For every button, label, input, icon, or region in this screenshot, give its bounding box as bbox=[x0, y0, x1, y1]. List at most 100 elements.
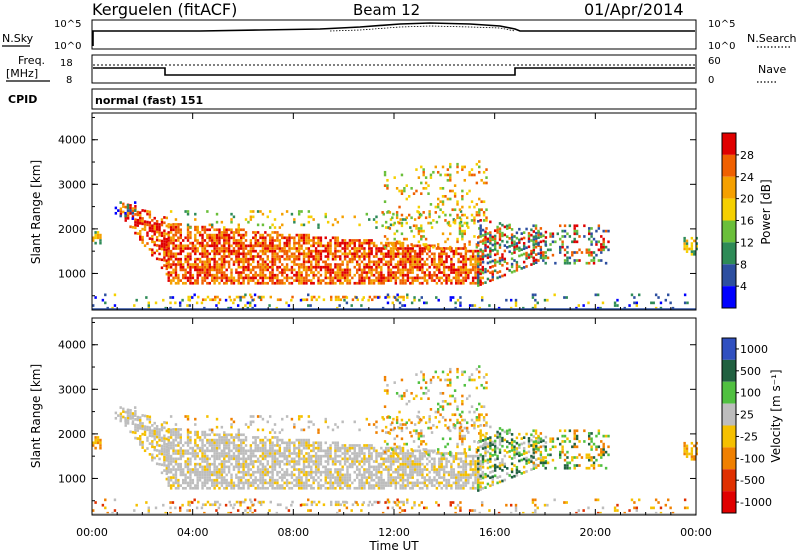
echo-cell bbox=[146, 428, 149, 432]
echo-cell bbox=[387, 241, 390, 245]
echo-cell bbox=[155, 228, 159, 231]
echo-cell bbox=[546, 256, 550, 260]
echo-cell bbox=[450, 486, 453, 490]
echo-cell bbox=[539, 232, 543, 236]
echo-cell bbox=[336, 273, 340, 277]
echo-cell bbox=[434, 416, 437, 419]
echo-cell bbox=[380, 476, 383, 479]
echo-cell bbox=[153, 230, 156, 233]
echo-cell bbox=[177, 468, 180, 471]
echo-cell bbox=[174, 436, 178, 439]
echo-cell bbox=[474, 473, 477, 477]
echo-cell bbox=[351, 252, 354, 256]
echo-cell bbox=[203, 263, 207, 266]
echo-cell bbox=[348, 244, 352, 248]
echo-cell bbox=[227, 265, 231, 269]
echo-cell bbox=[592, 256, 596, 260]
echo-cell bbox=[276, 298, 280, 302]
echo-cell bbox=[389, 484, 393, 487]
echo-cell bbox=[587, 248, 591, 252]
echo-cell bbox=[194, 225, 197, 229]
echo-cell bbox=[163, 237, 166, 241]
echo-cell bbox=[386, 391, 389, 395]
echo-cell bbox=[266, 255, 269, 258]
echo-cell bbox=[146, 220, 149, 224]
echo-cell bbox=[331, 484, 335, 487]
echo-cell bbox=[450, 265, 453, 269]
echo-cell bbox=[220, 257, 224, 261]
echo-cell bbox=[172, 468, 175, 471]
echo-cell bbox=[422, 434, 425, 438]
echo-cell bbox=[428, 417, 431, 421]
echo-cell bbox=[273, 465, 277, 469]
echo-cell bbox=[174, 265, 178, 269]
echo-cell bbox=[461, 197, 464, 201]
echo-cell bbox=[482, 200, 486, 204]
echo-cell bbox=[92, 236, 95, 240]
power-ylabel: Slant Range [km] bbox=[29, 160, 43, 264]
echo-cell bbox=[421, 486, 424, 490]
echo-cell bbox=[160, 463, 164, 467]
echo-cell bbox=[122, 407, 125, 411]
echo-cell bbox=[597, 227, 601, 230]
echo-cell bbox=[476, 454, 480, 458]
echo-cell bbox=[420, 442, 423, 446]
echo-cell bbox=[416, 273, 419, 277]
echo-cell bbox=[489, 249, 492, 253]
echo-cell bbox=[329, 271, 332, 274]
echo-cell bbox=[281, 268, 284, 272]
echo-cell bbox=[242, 468, 245, 471]
echo-cell bbox=[215, 457, 219, 461]
echo-cell bbox=[427, 192, 430, 196]
echo-cell bbox=[405, 216, 408, 220]
echo-cell bbox=[334, 265, 337, 269]
echo-cell bbox=[387, 276, 390, 280]
echo-cell bbox=[271, 271, 274, 274]
echo-cell bbox=[218, 446, 221, 450]
echo-cell bbox=[446, 373, 450, 376]
echo-cell bbox=[160, 452, 164, 456]
echo-cell bbox=[394, 255, 398, 258]
echo-cell bbox=[259, 265, 262, 269]
echo-cell bbox=[436, 408, 440, 411]
echo-cell bbox=[382, 449, 385, 453]
echo-cell bbox=[92, 304, 95, 307]
echo-cell bbox=[334, 486, 337, 490]
echo-cell bbox=[334, 478, 337, 482]
echo-cell bbox=[433, 260, 436, 264]
echo-cell bbox=[582, 304, 585, 307]
echo-cell bbox=[146, 439, 149, 442]
echo-cell bbox=[409, 454, 412, 458]
echo-cell bbox=[401, 252, 405, 256]
echo-cell bbox=[458, 229, 462, 233]
echo-cell bbox=[220, 452, 224, 455]
echo-cell bbox=[387, 468, 390, 471]
echo-cell bbox=[307, 239, 311, 242]
echo-cell bbox=[400, 394, 404, 398]
echo-cell bbox=[510, 238, 514, 242]
echo-cell bbox=[380, 241, 383, 245]
echo-cell bbox=[353, 478, 356, 482]
echo-cell bbox=[346, 281, 349, 285]
echo-cell bbox=[259, 268, 262, 272]
echo-cell bbox=[271, 247, 274, 250]
echo-cell bbox=[329, 476, 332, 479]
echo-cell bbox=[203, 265, 207, 269]
echo-cell bbox=[527, 240, 531, 243]
echo-cell bbox=[413, 454, 417, 458]
echo-cell bbox=[326, 468, 330, 471]
echo-cell bbox=[693, 252, 696, 256]
echo-cell bbox=[411, 473, 414, 477]
echo-cell bbox=[94, 296, 97, 299]
echo-cell bbox=[297, 417, 301, 421]
echo-cell bbox=[215, 233, 219, 237]
echo-cell bbox=[184, 210, 187, 213]
echo-cell bbox=[453, 221, 457, 225]
echo-cell bbox=[416, 462, 419, 466]
echo-cell bbox=[261, 239, 265, 242]
echo-cell bbox=[377, 263, 381, 266]
echo-cell bbox=[237, 470, 240, 474]
echo-cell bbox=[213, 281, 216, 285]
echo-cell bbox=[416, 478, 419, 482]
echo-cell bbox=[259, 415, 262, 418]
